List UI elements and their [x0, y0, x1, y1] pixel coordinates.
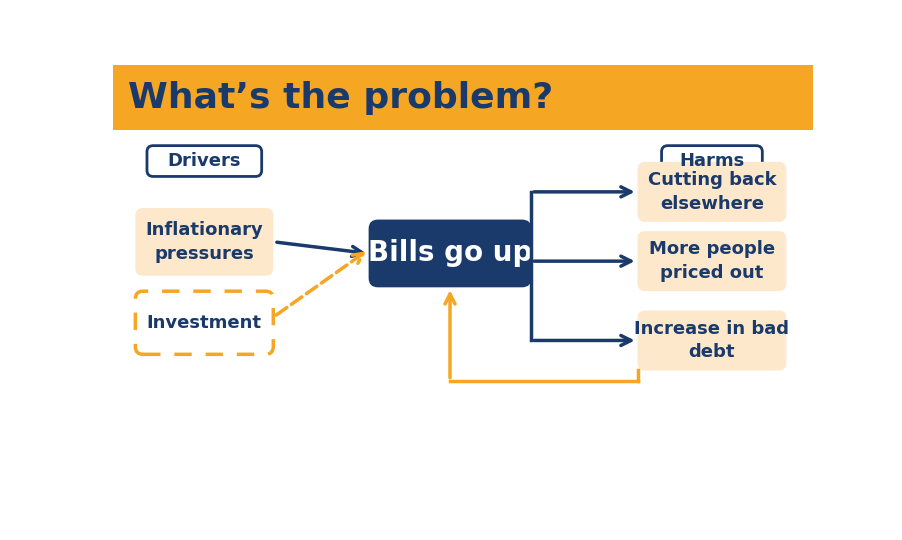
Text: More people
priced out: More people priced out: [649, 240, 774, 282]
FancyBboxPatch shape: [637, 231, 786, 291]
Text: Increase in bad
debt: Increase in bad debt: [634, 320, 788, 361]
FancyBboxPatch shape: [368, 220, 530, 287]
FancyBboxPatch shape: [637, 162, 786, 222]
Text: What’s the problem?: What’s the problem?: [128, 81, 553, 115]
FancyBboxPatch shape: [113, 65, 812, 130]
Text: Investment: Investment: [147, 314, 262, 332]
Text: Inflationary
pressures: Inflationary pressures: [145, 221, 262, 262]
FancyBboxPatch shape: [661, 146, 761, 177]
FancyBboxPatch shape: [135, 291, 273, 354]
FancyBboxPatch shape: [135, 208, 273, 276]
FancyBboxPatch shape: [147, 146, 262, 177]
FancyBboxPatch shape: [637, 310, 786, 370]
Text: Drivers: Drivers: [168, 152, 241, 170]
Text: Bills go up: Bills go up: [367, 239, 531, 267]
Text: Cutting back
elsewhere: Cutting back elsewhere: [647, 171, 776, 213]
Text: Harms: Harms: [678, 152, 744, 170]
